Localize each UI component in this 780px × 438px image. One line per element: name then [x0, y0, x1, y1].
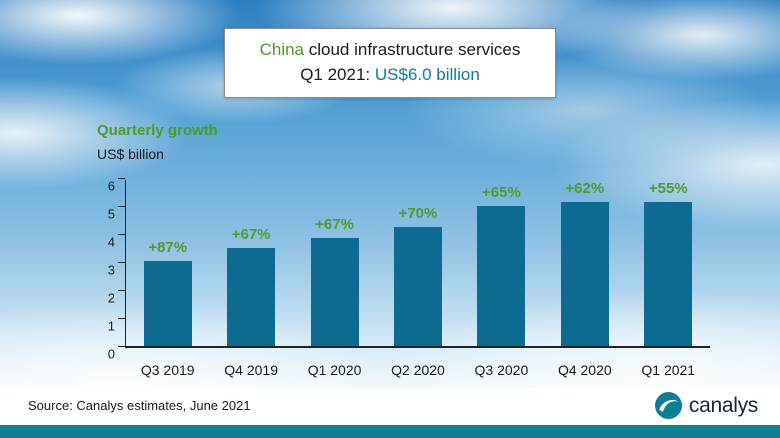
- y-tick-label: 0: [107, 346, 115, 362]
- bar-column: +70% Q2 2020: [376, 180, 459, 378]
- y-tick-mark: [118, 177, 125, 179]
- bar: [310, 238, 359, 346]
- growth-label: +55%: [648, 180, 688, 197]
- subtitle-value: US$6.0 billion: [374, 64, 480, 84]
- title-rest: cloud infrastructure services: [304, 40, 521, 59]
- y-tick-mark: [118, 345, 125, 347]
- y-tick-label: 2: [107, 290, 115, 306]
- bar-column: +67% Q1 2020: [293, 180, 376, 378]
- title-highlight: China: [259, 40, 305, 59]
- y-tick-mark: [118, 317, 125, 319]
- bar: [477, 206, 526, 346]
- y-tick-mark: [118, 205, 125, 207]
- growth-label: +67%: [315, 216, 354, 234]
- bar-column: +55% Q1 2021: [627, 180, 710, 378]
- canalys-logo-icon: [654, 392, 682, 419]
- chart-title-line1: China cloud infrastructure services: [235, 38, 545, 63]
- bar-column: +62% Q4 2020: [543, 180, 626, 378]
- bottom-accent-bar: [0, 425, 780, 438]
- bar-column: +67% Q4 2019: [209, 180, 292, 378]
- y-tick-label: 6: [107, 178, 115, 194]
- plot-area: 0 1 2 3 4 5 6 +87% Q3 2019 +67% Q4 2019 +67% Q1 202…: [108, 177, 710, 378]
- y-axis-unit-label: US$ billion: [97, 146, 164, 162]
- canalys-logo: canalys: [654, 392, 758, 419]
- growth-label: +70%: [398, 205, 438, 222]
- footer: Source: Canalys estimates, June 2021 can…: [0, 388, 780, 438]
- canalys-logo-text: canalys: [688, 393, 758, 417]
- source-text: Source: Canalys estimates, June 2021: [28, 398, 251, 413]
- subtitle-prefix: Q1 2021:: [300, 64, 375, 84]
- category-label: Q3 2020: [474, 362, 529, 378]
- y-tick-label: 1: [107, 318, 115, 334]
- category-label: Q1 2020: [307, 362, 362, 378]
- bar: [227, 248, 276, 346]
- y-tick-label: 4: [107, 234, 115, 250]
- bar: [644, 202, 693, 346]
- bar-series: +87% Q3 2019 +67% Q4 2019 +67% Q1 2020 +70% Q2 …: [126, 180, 710, 378]
- bar-column: +87% Q3 2019: [126, 180, 209, 378]
- y-tick-mark: [118, 233, 125, 235]
- y-tick-label: 3: [107, 262, 115, 278]
- category-label: Q2 2020: [391, 362, 445, 378]
- category-label: Q4 2020: [557, 362, 612, 378]
- bar-column: +65% Q3 2020: [460, 180, 543, 378]
- bar: [393, 227, 442, 346]
- growth-label: +62%: [565, 180, 605, 197]
- category-label: Q3 2019: [140, 362, 195, 378]
- bar: [143, 260, 192, 346]
- chart-title-line2: Q1 2021: US$6.0 billion: [235, 63, 545, 88]
- category-label: Q4 2019: [224, 362, 278, 378]
- growth-label: +67%: [231, 226, 271, 243]
- y-tick-mark: [118, 289, 125, 291]
- chart-title-box: China cloud infrastructure services Q1 2…: [224, 28, 556, 99]
- bar: [560, 202, 609, 346]
- quarterly-growth-label: Quarterly growth: [97, 122, 218, 139]
- category-label: Q1 2021: [641, 362, 696, 378]
- y-tick-label: 5: [107, 206, 115, 222]
- growth-label: +65%: [482, 184, 521, 201]
- y-tick-mark: [118, 261, 125, 263]
- growth-label: +87%: [148, 238, 188, 256]
